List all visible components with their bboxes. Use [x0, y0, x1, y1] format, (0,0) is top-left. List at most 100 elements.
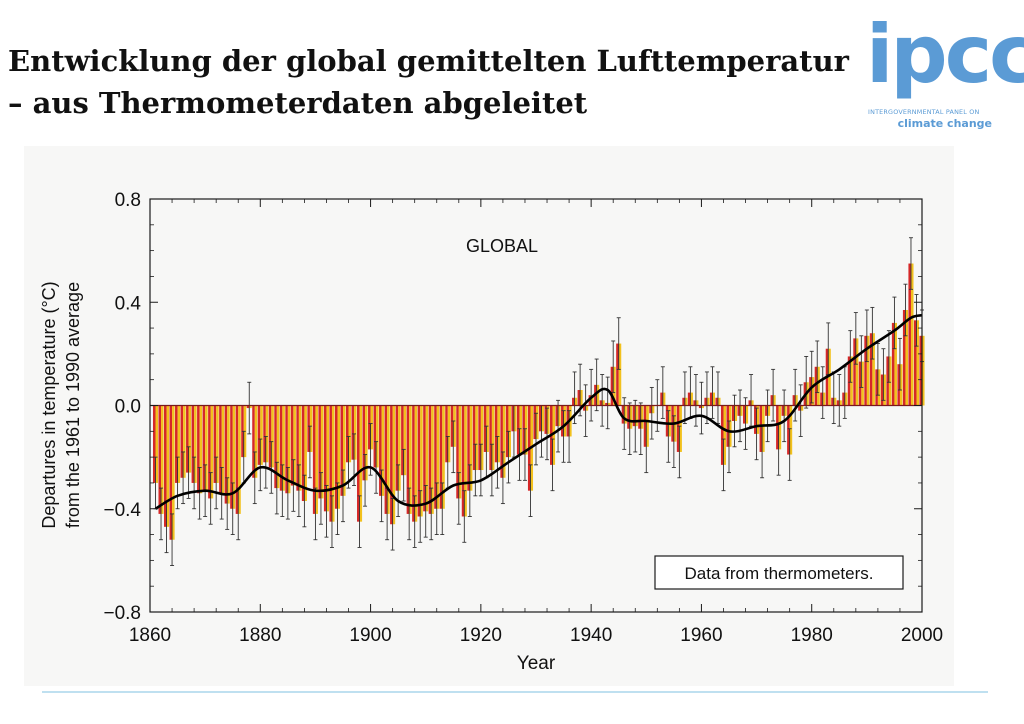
temperature-bar — [886, 356, 889, 406]
temperature-bar-highlight — [320, 405, 324, 499]
temperature-bar-highlight — [751, 400, 754, 406]
temperature-bar-highlight — [254, 405, 258, 478]
temperature-bar — [643, 405, 647, 447]
temperature-bar — [715, 397, 718, 406]
temperature-bar — [572, 397, 575, 406]
temperature-bar-highlight — [585, 405, 589, 411]
temperature-bar — [538, 405, 542, 432]
temperature-bar-highlight — [712, 392, 715, 406]
y-tick-label: 0.4 — [115, 293, 142, 314]
temperature-bar — [561, 405, 564, 437]
temperature-bar-highlight — [872, 333, 875, 406]
temperature-bar — [246, 405, 250, 409]
temperature-bar-highlight — [348, 405, 352, 463]
temperature-bar — [693, 400, 696, 406]
temperature-bar-highlight — [734, 405, 738, 421]
temperature-bar — [737, 405, 741, 416]
temperature-bar-highlight — [701, 405, 704, 409]
temperature-bar — [687, 392, 691, 406]
temperature-bar-highlight — [238, 405, 241, 514]
temperature-bar-highlight — [574, 397, 578, 406]
temperature-bar — [814, 366, 818, 406]
temperature-bar — [516, 405, 520, 455]
x-tick-label: 1960 — [680, 625, 722, 646]
temperature-bar — [632, 405, 636, 427]
temperature-bar — [461, 405, 465, 517]
temperature-bar-highlight — [613, 366, 616, 406]
temperature-bar-highlight — [293, 405, 296, 486]
temperature-bar — [792, 395, 796, 406]
temperature-bar-highlight — [624, 405, 627, 424]
temperature-bar — [880, 374, 884, 406]
temperature-bar — [257, 405, 261, 465]
temperature-bar — [472, 405, 476, 471]
temperature-bar-highlight — [392, 405, 396, 525]
x-tick-label: 1980 — [791, 625, 833, 646]
temperature-bar — [759, 405, 763, 452]
temperature-bar-highlight — [607, 402, 611, 406]
temperature-bar-highlight — [706, 397, 710, 406]
temperature-bar — [296, 405, 299, 491]
temperature-bar — [329, 405, 332, 522]
y-axis-label-line-1: Departures in temperature (°C) — [39, 281, 59, 528]
temperature-bar — [770, 395, 774, 406]
temperature-bar-highlight — [591, 395, 594, 406]
temperature-bar-highlight — [199, 405, 203, 494]
temperature-bar-highlight — [905, 309, 908, 406]
axis-layer: 1860 1880 1900 1920 1940 1960 1980 2000 0.8 0.4 0.… — [103, 190, 943, 646]
temperature-bar — [445, 405, 448, 463]
temperature-bar — [500, 405, 503, 478]
temperature-bar-highlight — [409, 405, 412, 514]
temperature-bar — [836, 400, 840, 406]
temperature-bar — [897, 364, 900, 406]
temperature-bar — [682, 397, 685, 406]
annotation-box — [654, 555, 904, 590]
temperature-bar-highlight — [464, 405, 467, 517]
temperature-bar — [213, 405, 217, 483]
temperature-bar — [776, 405, 779, 450]
temperature-bar-highlight — [343, 405, 346, 496]
temperature-bar-highlight — [458, 405, 462, 499]
temperature-bar — [379, 405, 382, 496]
temperature-bar-highlight — [888, 356, 892, 406]
temperature-bar — [511, 405, 514, 432]
temperature-bar-highlight — [194, 405, 197, 483]
temperature-bar-highlight — [480, 405, 484, 471]
temperature-bar-highlight — [309, 405, 313, 452]
temperature-bar — [649, 405, 652, 414]
temperature-bar-highlight — [866, 335, 870, 406]
temperature-bar-highlight — [877, 369, 881, 406]
temperature-bar — [390, 405, 393, 525]
temperature-bar — [357, 405, 360, 522]
temperature-bar — [252, 405, 255, 478]
slide-title-line-2: – aus Thermometerdaten abgeleitet — [8, 86, 588, 120]
temperature-bar-highlight — [276, 405, 280, 489]
temperature-bar — [263, 405, 266, 463]
temperature-bar-highlight — [221, 405, 225, 494]
temperature-bar-highlight — [398, 405, 401, 491]
temperature-bar — [919, 335, 922, 406]
temperature-bar-highlight — [723, 405, 727, 465]
temperature-bar-highlight — [547, 405, 550, 434]
temperature-bar-highlight — [817, 366, 820, 406]
temperature-bar — [219, 405, 222, 494]
temperature-bar-highlight — [315, 405, 318, 514]
footer-rule — [42, 691, 988, 693]
temperature-bar-highlight — [502, 405, 506, 478]
temperature-bar-highlight — [839, 400, 842, 406]
temperature-bar — [323, 405, 327, 512]
y-tick-label: −0.4 — [103, 500, 141, 521]
temperature-bar-highlight — [629, 405, 633, 429]
temperature-bar-highlight — [762, 405, 765, 452]
temperature-bar-highlight — [491, 405, 495, 471]
x-tick-label: 1900 — [349, 625, 391, 646]
temperature-bar-highlight — [354, 405, 357, 460]
temperature-bar — [307, 405, 310, 452]
temperature-bar — [621, 405, 625, 424]
temperature-bar-highlight — [695, 400, 699, 406]
temperature-bar-highlight — [563, 405, 567, 437]
temperature-bar — [533, 405, 536, 440]
temperature-bar — [230, 405, 233, 509]
temperature-bar — [577, 390, 581, 406]
temperature-bar-highlight — [161, 405, 164, 514]
